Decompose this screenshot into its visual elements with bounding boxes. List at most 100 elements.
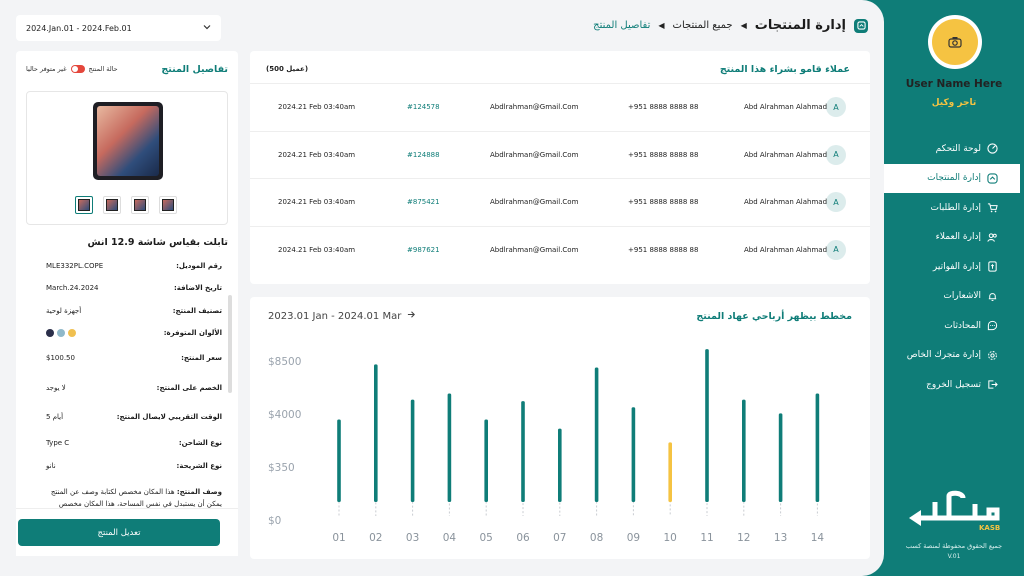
chart-bar: [742, 399, 746, 502]
chart-bar: [447, 393, 452, 502]
spec-row: 5 أيام الوقت التقريبي لايصال المنتج:: [46, 413, 222, 421]
status-toggle[interactable]: [70, 65, 85, 73]
sidebar-item-store-settings[interactable]: إدارة متجرك الخاص: [884, 341, 1024, 371]
table-row[interactable]: A Abd Alrahman Alahmad +951 8888 8888 88 Ab…: [250, 225, 870, 273]
breadcrumb-all-products[interactable]: جميع المنتجات: [672, 20, 733, 31]
customers-panel: (500 عميل) عملاء قامو بشراء هذا المنتج A…: [250, 51, 870, 284]
table-row[interactable]: A Abd Alrahman Alahmad +951 8888 8888 88 Ab…: [250, 178, 870, 225]
spec-row: نانو نوع الشريحة:: [46, 462, 222, 470]
color-swatch[interactable]: [46, 329, 54, 337]
chart-bar: [668, 442, 672, 502]
gallery-thumbnail[interactable]: [131, 196, 149, 214]
customer-phone: +951 8888 8888 88: [628, 245, 699, 254]
spec-row: أجهزة لوحية تصنيف المنتج:: [46, 307, 222, 315]
chart-bar: [484, 419, 488, 502]
products-icon: [987, 173, 998, 184]
product-gallery: [26, 91, 228, 225]
chart-bar: [410, 399, 415, 502]
svg-text:KASB: KASB: [979, 524, 1000, 532]
x-tick-label: 14: [811, 532, 825, 544]
sidebar-item-dashboard[interactable]: لوحة التحكم: [884, 134, 1024, 164]
copyright: جميع الحقوق محفوظة لمنصة كسب: [905, 542, 1003, 550]
customer-phone: +951 8888 8888 88: [628, 150, 699, 159]
x-tick-label: 12: [737, 532, 750, 544]
sidebar-nav: لوحة التحكم إدارة المنتجات إدارة الطلبات…: [884, 134, 1024, 400]
customer-name: Abd Alrahman Alahmad: [744, 150, 828, 159]
x-tick-label: 05: [480, 532, 493, 544]
customer-avatar: A: [826, 144, 846, 165]
sidebar-item-notifications[interactable]: الاشعارات: [884, 282, 1024, 312]
status-value: غير متوفر حاليا: [26, 65, 67, 73]
date-range-value: 2024.Jan.01 - 2024.Feb.01: [26, 23, 132, 33]
x-tick-label: 01: [332, 532, 345, 544]
chart-range[interactable]: 2023.01 Jan - 2024.01 Mar: [268, 310, 416, 322]
edit-product-button[interactable]: تعديل المنتج: [18, 519, 220, 546]
y-tick-label: $4000: [268, 409, 301, 421]
x-tick-label: 09: [627, 532, 640, 544]
breadcrumb-separator-icon: ◀: [658, 21, 665, 30]
order-date: 2024.21 Feb 03:40am: [278, 103, 356, 111]
x-tick-label: 13: [774, 532, 787, 544]
order-number[interactable]: #987621: [407, 245, 440, 254]
order-number[interactable]: #875421: [407, 198, 440, 206]
date-range-select[interactable]: 2024.Jan.01 - 2024.Feb.01: [16, 15, 221, 41]
dashboard-icon: [987, 143, 998, 154]
gallery-thumbnail[interactable]: [75, 196, 93, 214]
y-tick-label: $0: [268, 515, 281, 527]
customer-email: Abdlrahman@Gmail.Com: [490, 150, 579, 159]
x-tick-label: 08: [590, 532, 603, 544]
customer-email: Abdlrahman@Gmail.Com: [490, 245, 579, 254]
gallery-thumbnail[interactable]: [103, 196, 121, 214]
page-title: إدارة المنتجات: [754, 18, 846, 33]
sidebar-item-logout[interactable]: تسجيل الخروج: [884, 370, 1024, 400]
x-tick-label: 03: [406, 532, 419, 544]
sidebar-item-chats[interactable]: المحادثات: [884, 311, 1024, 341]
chevron-down-icon: [203, 23, 211, 33]
sidebar-item-products[interactable]: إدارة المنتجات: [884, 163, 1024, 193]
kasb-logo: KASB: [909, 490, 1000, 532]
sidebar-item-orders[interactable]: إدارة الطلبات: [884, 193, 1024, 223]
color-swatch[interactable]: [68, 329, 76, 337]
profit-bar-chart: $0 $350 $4000 $8500 01 02 03 04 05 06 07 08 09 10 11 12…: [268, 349, 825, 544]
table-row[interactable]: A Abd Alrahman Alahmad +951 8888 8888 88 Ab…: [250, 130, 870, 178]
x-tick-label: 02: [369, 532, 382, 544]
x-tick-label: 04: [443, 532, 457, 544]
customer-email: Abdlrahman@Gmail.Com: [490, 198, 579, 206]
products-icon: [854, 18, 868, 33]
order-number[interactable]: #124888: [407, 150, 440, 159]
customers-count: (500 عميل): [266, 65, 309, 73]
chart-bar: [705, 349, 709, 502]
spec-row: Type C نوع الشاحن:: [46, 439, 222, 447]
avatar[interactable]: [928, 15, 982, 69]
customers-title: عملاء قامو بشراء هذا المنتج: [719, 63, 850, 75]
table-row[interactable]: A Abd Alrahman Alahmad +951 8888 8888 88 Ab…: [250, 83, 870, 130]
chart-bar: [815, 393, 820, 502]
gallery-thumbnail[interactable]: [159, 196, 177, 214]
logout-icon: [988, 380, 998, 389]
spec-row: MLE332PL.COPE رقم الموديل:: [46, 262, 222, 270]
spec-row: $100.50 سعر المنتج:: [46, 354, 222, 362]
y-tick-label: $8500: [268, 356, 301, 368]
customer-name: Abd Alrahman Alahmad: [744, 198, 828, 206]
breadcrumb-separator-icon: ◀: [740, 21, 747, 30]
breadcrumb-current: تفاصيل المنتج: [593, 20, 651, 31]
cart-icon: [987, 203, 998, 213]
order-date: 2024.21 Feb 03:40am: [278, 150, 356, 159]
version: V.01: [947, 553, 961, 560]
details-scrollbar[interactable]: [228, 295, 232, 393]
bell-icon: [988, 292, 997, 301]
chart-range-label: 2023.01 Jan - 2024.01 Mar: [268, 310, 402, 322]
gear-icon: [988, 350, 997, 360]
chart-title: مخطط بيظهر أرباحي عهاد المنتج: [696, 311, 852, 322]
customer-avatar: A: [826, 192, 846, 212]
user-role: تاجر وكيل: [931, 98, 977, 108]
chat-icon: [987, 321, 998, 331]
sidebar-item-invoices[interactable]: إدارة الفواتير: [884, 252, 1024, 282]
sidebar-item-customers[interactable]: إدارة العملاء: [884, 223, 1024, 253]
customer-name: Abd Alrahman Alahmad: [744, 103, 828, 111]
color-swatch[interactable]: [57, 329, 65, 337]
spec-row: لا يوجد الخصم على المنتج:: [46, 384, 222, 392]
order-number[interactable]: #124578: [407, 103, 440, 111]
product-image: [93, 102, 163, 180]
product-status: غير متوفر حاليا حالة المنتج: [26, 65, 118, 73]
